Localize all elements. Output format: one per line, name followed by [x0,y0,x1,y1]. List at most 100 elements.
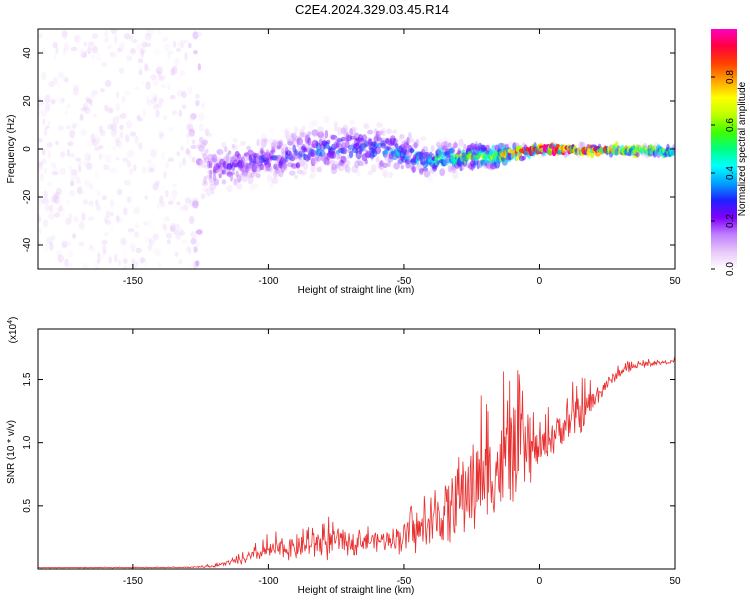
heatmap-cell [150,149,157,158]
bottom-xlabel: Height of straight line (km) [298,585,415,596]
heatmap-cell [340,155,347,164]
heatmap-cell [332,120,339,125]
heatmap-cell [101,62,108,68]
heatmap-cell [104,30,109,39]
heatmap-cell [80,51,87,57]
heatmap-cell [330,165,338,175]
heatmap-cell [423,169,431,178]
heatmap-cell [128,167,134,176]
heatmap-cell [104,155,112,163]
heatmap-cell [99,153,103,161]
heatmap-cell [471,143,477,148]
heatmap-cell [157,30,162,35]
heatmap-cell [100,88,105,93]
heatmap-cell [175,75,182,82]
heatmap-cell [192,31,199,40]
heatmap-cell [246,145,251,151]
heatmap-cell [54,191,60,199]
heatmap-cell [85,162,93,170]
heatmap-cell [259,146,265,156]
heatmap-cell [88,244,94,251]
heatmap-cell [75,176,81,185]
heatmap-cell [83,152,91,162]
heatmap-cell [89,247,97,253]
heatmap-cell [221,169,226,175]
heatmap-cell [320,155,325,161]
heatmap-cell [281,162,288,172]
heatmap-cell [134,222,140,229]
heatmap-cell [158,75,165,81]
heatmap-cell [335,141,340,148]
heatmap-cell [364,122,369,127]
heatmap-cell [99,153,106,158]
heatmap-cell [303,148,308,153]
heatmap-cell [373,136,378,143]
heatmap-cell [361,153,368,162]
heatmap-cell [201,102,205,109]
y-tick-label: 0.5 [22,498,33,512]
heatmap-cell [486,165,493,170]
heatmap-cell [85,96,90,103]
heatmap-cell [63,42,70,52]
heatmap-cell [485,144,490,150]
heatmap-cell [48,213,55,220]
heatmap-cell [52,193,58,203]
heatmap-cell [214,160,219,168]
heatmap-cell [299,131,305,139]
heatmap-cell [55,46,59,55]
heatmap-cell [239,172,247,178]
heatmap-cell [145,42,152,48]
y-tick-label: 0 [22,146,33,152]
heatmap-cell [447,164,452,173]
heatmap-cell [143,262,149,269]
heatmap-cell [635,151,640,158]
heatmap-cell [109,167,115,173]
heatmap-cell [128,35,134,41]
heatmap-cell [227,150,232,155]
heatmap-cell [266,174,273,183]
heatmap-cell [116,140,123,149]
heatmap-cell [200,159,207,169]
heatmap-cell [310,143,316,149]
heatmap-cell [434,157,439,166]
heatmap-cell [296,138,300,148]
heatmap-cell [312,119,318,127]
heatmap-cell [253,183,260,189]
heatmap-cell [70,46,78,52]
heatmap-cell [162,225,168,235]
heatmap-cell [173,230,180,236]
heatmap-cell [157,261,162,269]
heatmap-cell [123,265,127,269]
heatmap-cell [212,153,217,161]
heatmap-cell [68,213,73,221]
x-tick-label: 0 [537,276,543,287]
heatmap-cell [88,183,94,190]
heatmap-cell [171,110,178,115]
heatmap-cell [140,256,145,264]
heatmap-cell [163,171,168,180]
heatmap-cell [322,157,327,165]
heatmap-cell [419,151,424,156]
heatmap-cell [122,258,128,264]
heatmap-cell [120,237,127,245]
heatmap-cell [86,97,92,104]
heatmap-cell [278,139,284,147]
heatmap-cell [134,86,139,91]
heatmap-cell [160,186,167,194]
heatmap-cell [122,248,128,258]
x-tick-label: 50 [669,276,681,287]
heatmap-cell [378,130,385,135]
heatmap-cell [142,258,147,263]
heatmap-cell [137,58,144,64]
heatmap-cell [305,134,310,143]
heatmap-cell [119,124,124,130]
heatmap-cell [409,164,414,170]
heatmap-cell [38,197,44,207]
heatmap-cell [310,149,316,157]
heatmap-cell [335,153,341,160]
heatmap-cell [470,142,475,151]
heatmap-cell [77,186,83,195]
heatmap-cell [340,147,347,155]
heatmap-cell [249,183,256,192]
heatmap-cell [307,137,312,146]
